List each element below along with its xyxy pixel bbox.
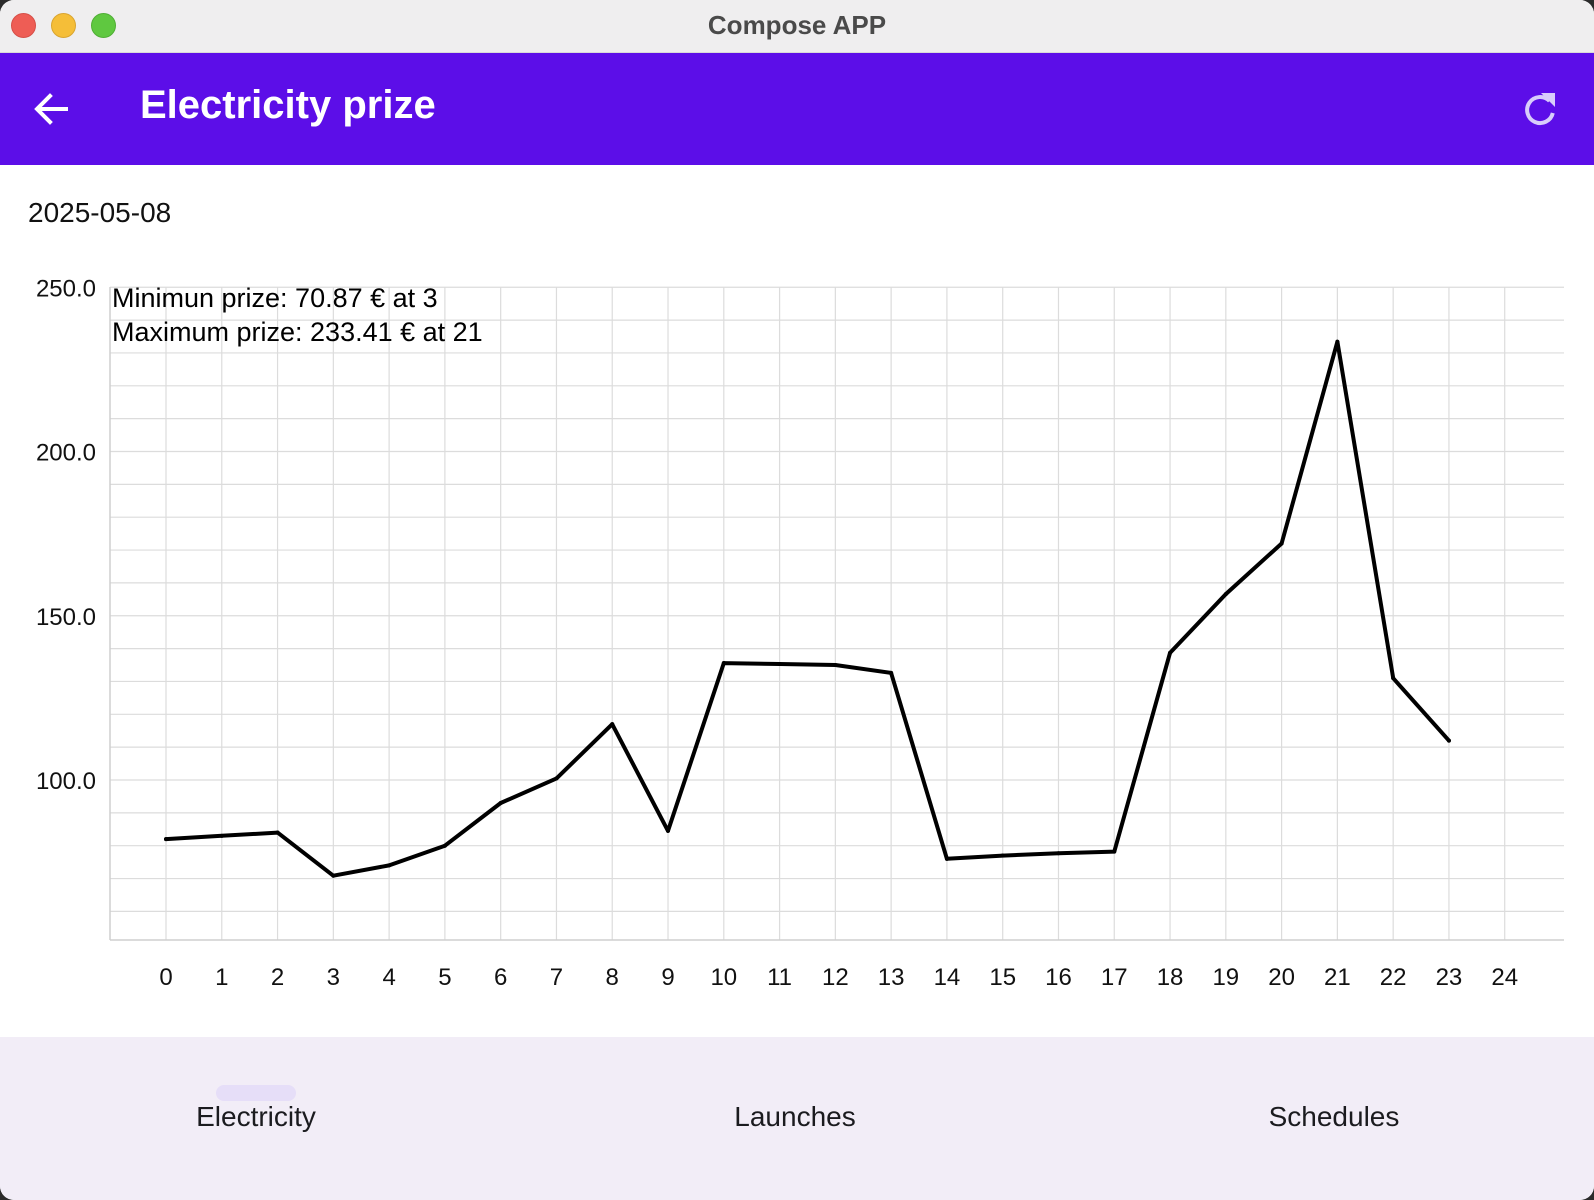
data-point xyxy=(275,830,280,835)
x-tick-label: 14 xyxy=(934,964,961,991)
x-tick-label: 9 xyxy=(661,964,674,991)
x-tick-label: 7 xyxy=(550,964,563,991)
page-title: Electricity prize xyxy=(140,83,436,127)
refresh-button[interactable] xyxy=(1519,89,1561,131)
nav-label-launches: Launches xyxy=(734,1101,856,1132)
x-tick-label: 24 xyxy=(1491,964,1518,991)
data-point xyxy=(889,670,894,675)
data-point xyxy=(1335,339,1340,344)
x-tick-label: 0 xyxy=(159,964,172,991)
maximize-window-button[interactable] xyxy=(91,13,116,38)
x-tick-label: 19 xyxy=(1212,964,1239,991)
y-tick-label: 150.0 xyxy=(36,604,96,631)
data-point xyxy=(1391,676,1396,681)
data-point xyxy=(1056,851,1061,856)
x-tick-label: 20 xyxy=(1268,964,1295,991)
data-point xyxy=(387,863,392,868)
nav-item-launches[interactable]: Launches xyxy=(645,1037,945,1200)
data-point xyxy=(777,662,782,667)
active-indicator xyxy=(216,1085,296,1101)
data-point xyxy=(554,776,559,781)
x-tick-label: 5 xyxy=(438,964,451,991)
x-tick-label: 12 xyxy=(822,964,849,991)
data-point xyxy=(944,856,949,861)
window-title: Compose APP xyxy=(707,10,887,40)
x-tick-label: 18 xyxy=(1157,964,1184,991)
x-tick-label: 11 xyxy=(767,964,792,991)
data-point xyxy=(1446,738,1451,743)
data-point xyxy=(1279,541,1284,546)
x-tick-label: 10 xyxy=(710,964,737,991)
x-tick-label: 22 xyxy=(1380,964,1407,991)
nav-label-electricity: Electricity xyxy=(196,1101,316,1132)
back-button[interactable] xyxy=(28,87,76,131)
minimize-window-button[interactable] xyxy=(51,13,76,38)
close-window-button[interactable] xyxy=(11,13,36,38)
bottom-navigation-bar: Electricity Launches Schedules xyxy=(0,1037,1594,1200)
nav-label-schedules: Schedules xyxy=(1268,1101,1400,1132)
price-line-series xyxy=(164,339,1451,878)
x-tick-label: 8 xyxy=(606,964,619,991)
data-point xyxy=(833,663,838,668)
nav-item-electricity[interactable]: Electricity xyxy=(106,1037,406,1200)
x-tick-label: 15 xyxy=(989,964,1016,991)
y-tick-label: 200.0 xyxy=(36,440,96,467)
data-point xyxy=(1168,650,1173,655)
data-point xyxy=(1223,592,1228,597)
date-label: 2025-05-08 xyxy=(28,197,172,228)
window-titlebar: Compose APP xyxy=(0,0,1594,53)
data-point xyxy=(164,837,168,842)
price-summary: Minimun prize: 70.87 € at 3 Maximum priz… xyxy=(112,281,483,349)
x-tick-label: 2 xyxy=(271,964,284,991)
data-point xyxy=(498,800,503,805)
nav-item-schedules[interactable]: Schedules xyxy=(1184,1037,1484,1200)
data-point xyxy=(610,722,615,727)
top-app-bar: Electricity prize xyxy=(0,53,1594,165)
data-point xyxy=(219,833,224,838)
data-point xyxy=(331,873,336,878)
data-point xyxy=(721,661,726,666)
data-point xyxy=(1000,853,1005,858)
y-tick-label: 250.0 xyxy=(36,275,96,302)
x-tick-label: 13 xyxy=(878,964,905,991)
data-point xyxy=(666,828,671,833)
x-tick-label: 21 xyxy=(1324,964,1351,991)
x-tick-label: 23 xyxy=(1436,964,1463,991)
x-tick-label: 6 xyxy=(494,964,507,991)
data-point xyxy=(442,843,447,848)
max-price-text: Maximum prize: 233.41 € at 21 xyxy=(112,317,483,347)
data-point xyxy=(1112,849,1117,854)
x-tick-label: 1 xyxy=(215,964,228,991)
arrow-back-icon xyxy=(34,93,68,125)
y-tick-label: 100.0 xyxy=(36,768,96,795)
x-tick-label: 3 xyxy=(327,964,340,991)
min-price-text: Minimun prize: 70.87 € at 3 xyxy=(112,283,438,313)
x-tick-label: 16 xyxy=(1045,964,1072,991)
x-tick-label: 4 xyxy=(382,964,395,991)
x-tick-label: 17 xyxy=(1101,964,1128,991)
refresh-icon xyxy=(1525,93,1555,126)
